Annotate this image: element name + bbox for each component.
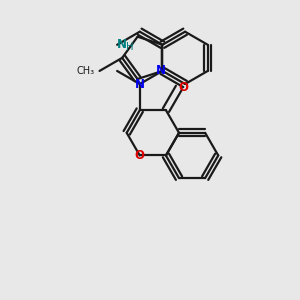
Text: O: O — [135, 149, 145, 162]
Text: CH₃: CH₃ — [76, 66, 94, 76]
Text: N: N — [156, 64, 166, 77]
Text: N: N — [117, 38, 127, 51]
Text: N: N — [135, 77, 145, 91]
Text: H: H — [126, 42, 134, 52]
Text: O: O — [178, 81, 188, 94]
